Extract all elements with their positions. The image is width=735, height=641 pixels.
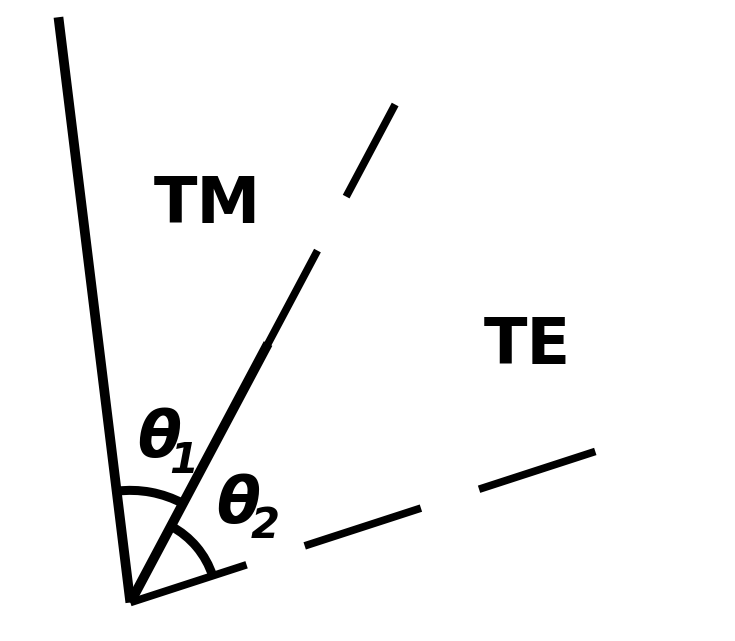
Text: 2: 2 <box>251 505 280 547</box>
Text: TE: TE <box>484 315 571 377</box>
Text: θ: θ <box>216 474 260 537</box>
Text: θ: θ <box>137 408 182 470</box>
Text: TM: TM <box>154 174 261 236</box>
Text: 1: 1 <box>169 440 198 482</box>
